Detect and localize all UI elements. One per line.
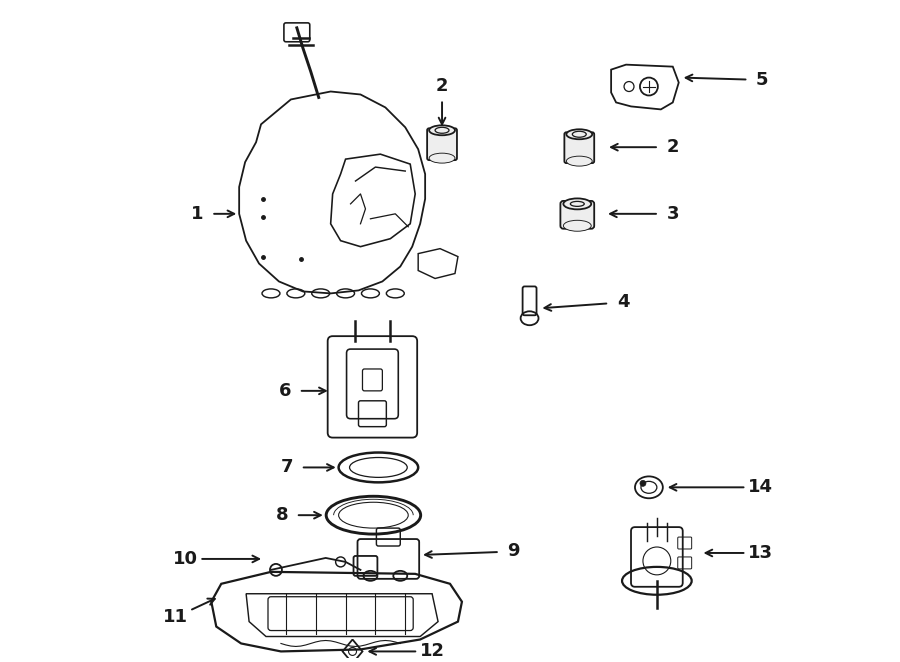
Text: 11: 11 [163,608,188,626]
Ellipse shape [563,199,591,209]
FancyBboxPatch shape [428,128,457,160]
Ellipse shape [566,129,592,139]
Text: 9: 9 [508,542,520,561]
Text: 14: 14 [748,479,773,496]
Text: 3: 3 [667,205,679,223]
Text: 10: 10 [173,550,198,568]
Text: 4: 4 [616,293,629,311]
Text: 8: 8 [275,506,288,524]
Text: 12: 12 [419,642,445,661]
Ellipse shape [429,125,455,135]
Text: 6: 6 [279,382,292,400]
FancyBboxPatch shape [564,132,594,163]
Text: 7: 7 [281,459,293,477]
Text: 2: 2 [667,138,679,156]
Ellipse shape [566,156,592,166]
Text: 2: 2 [436,77,448,95]
FancyBboxPatch shape [561,201,594,229]
Text: 5: 5 [756,71,769,89]
Ellipse shape [563,220,591,231]
Text: 13: 13 [748,544,773,562]
Ellipse shape [429,153,455,163]
Text: 1: 1 [191,205,203,223]
Circle shape [640,481,646,487]
